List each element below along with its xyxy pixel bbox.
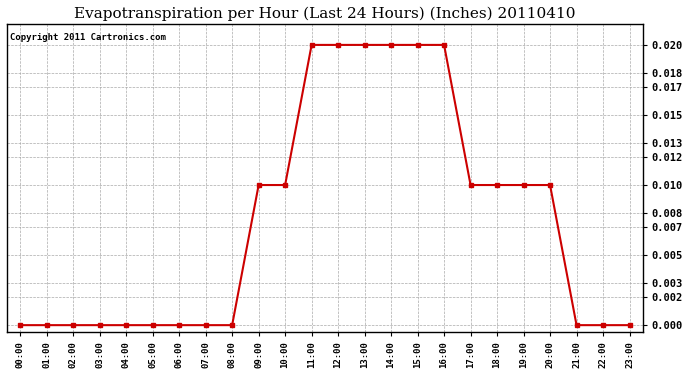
- Text: Copyright 2011 Cartronics.com: Copyright 2011 Cartronics.com: [10, 33, 166, 42]
- Title: Evapotranspiration per Hour (Last 24 Hours) (Inches) 20110410: Evapotranspiration per Hour (Last 24 Hou…: [74, 7, 575, 21]
